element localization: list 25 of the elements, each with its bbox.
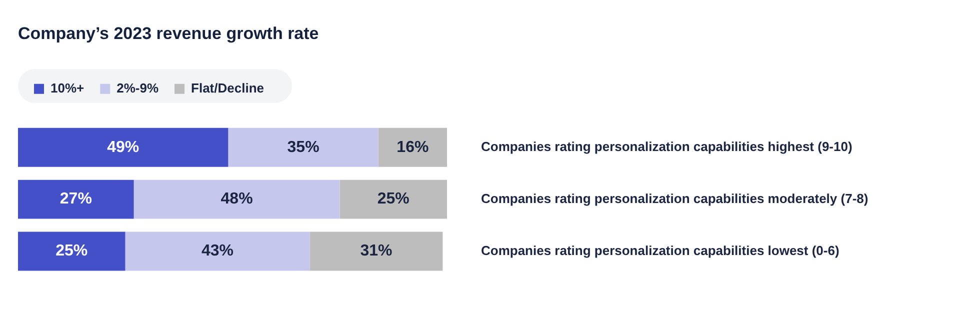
- y-tick-label: Companies rating personalization capabilities highest (9-10): [481, 138, 852, 154]
- data-label: 25%: [56, 242, 88, 260]
- data-label: 35%: [287, 138, 320, 156]
- data-label: 43%: [201, 242, 234, 260]
- y-tick-label: Companies rating personalization capabilities lowest (0-6): [481, 242, 840, 258]
- y-tick-label: Companies rating personalization capabilities moderately (7-8): [481, 190, 868, 206]
- bar: [125, 232, 310, 271]
- bar: [18, 180, 134, 219]
- legend-label: 2%-9%: [116, 80, 159, 96]
- bar: [310, 232, 443, 271]
- bar: [134, 180, 340, 219]
- data-label: 27%: [60, 190, 92, 208]
- bar: [340, 180, 447, 219]
- legend-label: 10%+: [50, 80, 85, 96]
- bar: [18, 128, 228, 167]
- data-label: 31%: [360, 242, 392, 260]
- data-label: 49%: [107, 138, 140, 156]
- data-label: 48%: [220, 190, 253, 208]
- chart-title: Company’s 2023 revenue growth rate: [18, 24, 319, 43]
- legend-label: Flat/Decline: [191, 80, 264, 96]
- bar: [18, 232, 126, 271]
- data-label: 16%: [396, 138, 429, 156]
- bar: [228, 128, 378, 167]
- data-label: 25%: [377, 190, 410, 208]
- bar: [378, 128, 447, 167]
